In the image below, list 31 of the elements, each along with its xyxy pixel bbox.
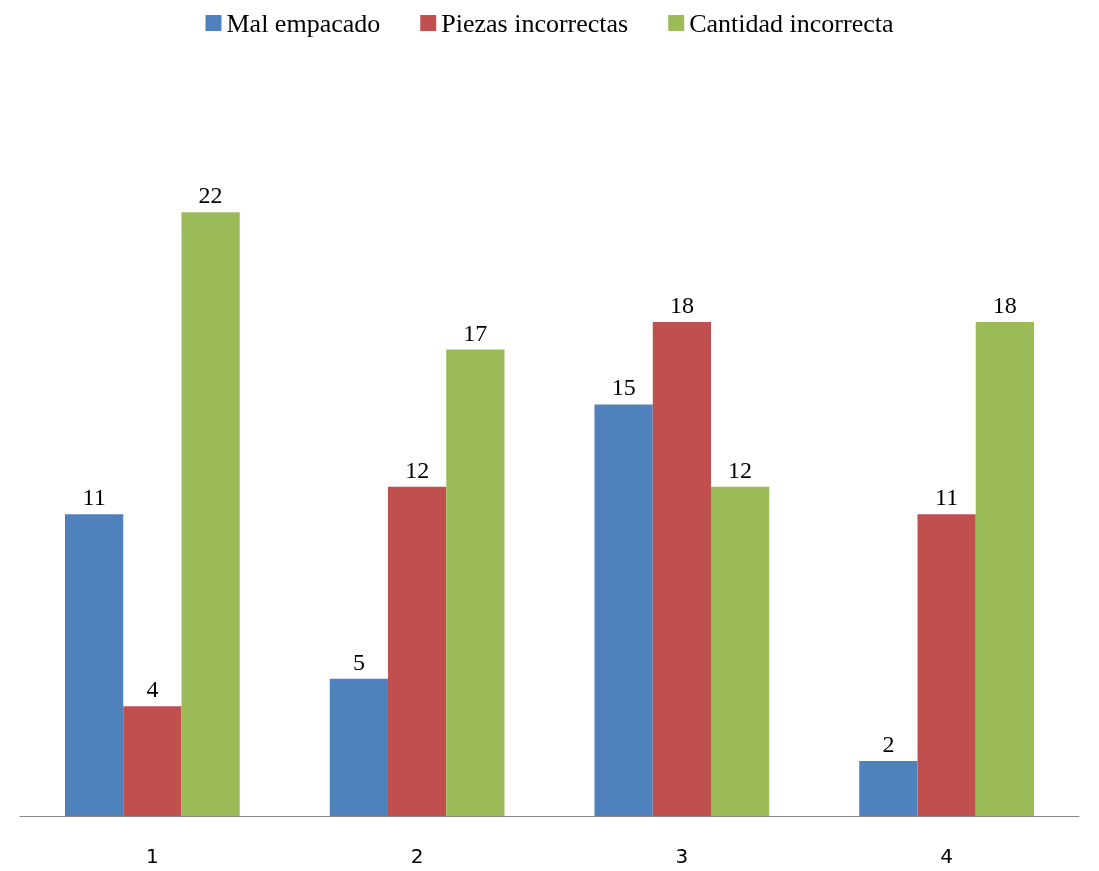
data-label: 18 <box>669 292 694 319</box>
data-label: 12 <box>405 456 430 483</box>
bar <box>446 349 505 816</box>
data-label: 18 <box>992 292 1017 319</box>
legend-label: Piezas incorrectas <box>441 8 629 38</box>
data-label: 4 <box>146 676 159 703</box>
data-label: 11 <box>935 484 959 511</box>
data-label: 22 <box>198 182 223 209</box>
bar <box>652 322 711 816</box>
bar <box>711 486 770 816</box>
data-label: 15 <box>611 374 636 401</box>
x-tick-label: 2 <box>410 844 424 868</box>
bar <box>917 514 976 816</box>
data-label: 17 <box>463 319 488 346</box>
bar <box>123 706 182 816</box>
bar <box>975 322 1034 816</box>
x-tick-label: 4 <box>940 844 953 868</box>
x-tick-label: 1 <box>146 844 159 868</box>
legend-label: Cantidad incorrecta <box>689 8 894 38</box>
bar <box>594 404 653 816</box>
bar <box>181 212 240 816</box>
x-tick-label: 3 <box>675 844 689 868</box>
bar <box>859 761 918 816</box>
data-label: 12 <box>728 456 753 483</box>
data-label: 5 <box>352 648 365 675</box>
bar <box>388 486 447 816</box>
data-label: 11 <box>82 484 106 511</box>
legend-label: Mal empacado <box>226 8 381 38</box>
bar <box>65 514 124 816</box>
data-label: 2 <box>882 731 895 758</box>
bar <box>329 678 388 816</box>
